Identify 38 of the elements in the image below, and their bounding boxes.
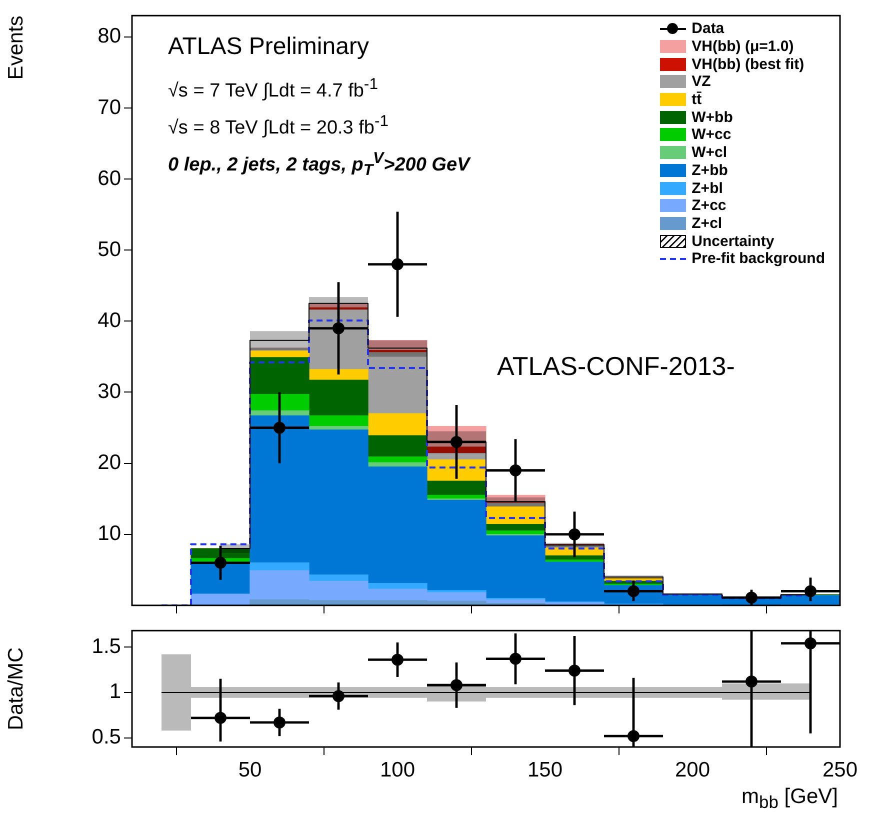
- y-tick-label: 40: [98, 308, 121, 332]
- legend-label: VZ: [692, 73, 711, 90]
- annotation: √s = 8 TeV ∫Ldt = 20.3 fb$^{-1}$: [168, 113, 389, 140]
- y-tick-label: 50: [98, 238, 121, 261]
- y-tick-label: 1.5: [92, 634, 121, 658]
- y-tick-label: 70: [98, 96, 121, 119]
- legend-label: Z+bl: [692, 180, 723, 197]
- x-axis-title: m$_{bb}$ [GeV]: [742, 784, 838, 813]
- y-tick-label: 10: [98, 522, 121, 546]
- legend-label: W+bb: [692, 108, 733, 126]
- y-tick-label: 30: [98, 380, 121, 404]
- legend-label: tt̄: [692, 91, 702, 108]
- x-tick-label: 100: [380, 758, 416, 782]
- y-tick-label: 20: [98, 451, 121, 474]
- y-tick-label: 60: [98, 166, 121, 190]
- legend-label: Pre-fit background: [692, 250, 825, 268]
- legend-label: Data: [692, 20, 724, 38]
- legend-label: W+cl: [692, 144, 728, 162]
- x-tick-label: 200: [674, 758, 710, 782]
- y-tick-label: 1: [109, 680, 121, 704]
- annotation: ATLAS-CONF-2013-: [497, 351, 735, 381]
- annotation: √s = 7 TeV ∫Ldt = 4.7 fb$^{-1}$: [168, 76, 378, 102]
- legend-label: VH(bb) (best fit): [692, 56, 804, 73]
- legend-label: Z+cl: [692, 214, 722, 232]
- x-tick-label: 150: [527, 758, 563, 782]
- y-tick-label: 80: [98, 24, 121, 48]
- legend-label: Z+bb: [692, 162, 728, 179]
- y-tick-label: 0.5: [92, 726, 121, 749]
- legend-label: VH(bb) (μ=1.0): [692, 38, 794, 56]
- x-tick-label: 50: [238, 758, 262, 782]
- y-axis-title: Events: [4, 16, 28, 80]
- x-tick-label: 250: [822, 758, 858, 782]
- annotation: ATLAS Preliminary: [168, 33, 369, 60]
- legend-label: Uncertainty: [692, 232, 774, 250]
- annotation: 0 lep., 2 jets, 2 tags, p$_{T}$$^{V}$>200 GeV: [168, 150, 470, 180]
- y-axis-title: Data/MC: [4, 647, 28, 730]
- legend-label: Z+cc: [692, 197, 726, 214]
- legend-label: W+cc: [692, 126, 732, 144]
